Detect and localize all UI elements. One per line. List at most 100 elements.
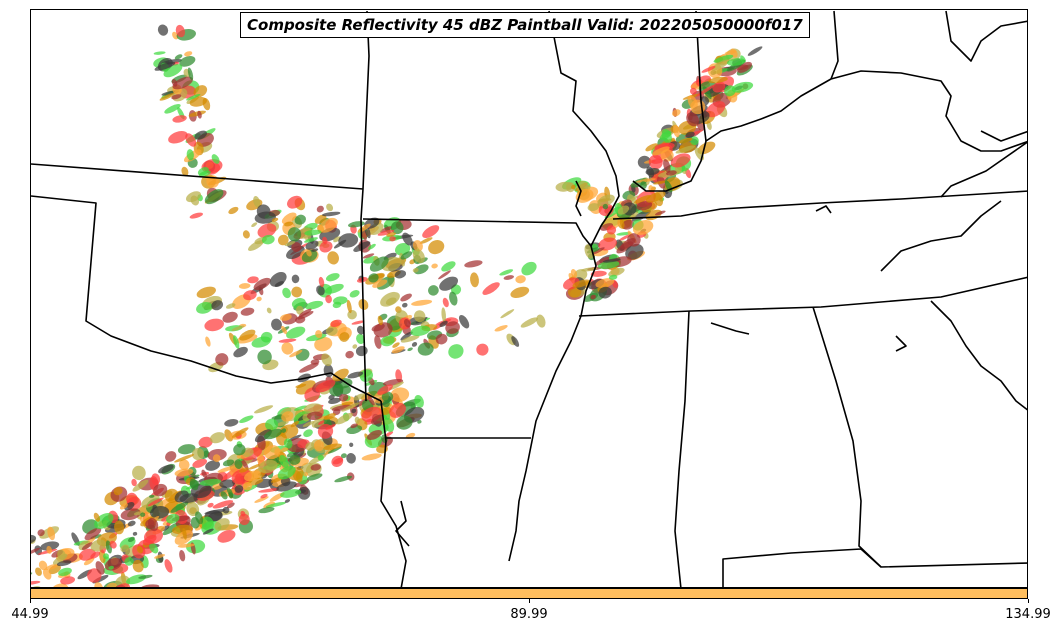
reflectivity-cell bbox=[431, 263, 438, 269]
reflectivity-cell bbox=[120, 544, 129, 553]
reflectivity-cell bbox=[511, 336, 520, 347]
reflectivity-cell bbox=[271, 217, 279, 222]
reflectivity-cell bbox=[670, 153, 691, 168]
reflectivity-cell bbox=[536, 314, 546, 328]
ms-al-border bbox=[674, 310, 690, 587]
reflectivity-cell bbox=[659, 130, 672, 141]
reflectivity-cell bbox=[330, 319, 342, 328]
reflectivity-cell bbox=[362, 253, 375, 259]
reflectivity-cell bbox=[632, 220, 654, 235]
reflectivity-cell bbox=[154, 554, 166, 559]
reflectivity-cell bbox=[290, 420, 300, 428]
reflectivity-cell bbox=[325, 294, 332, 304]
reflectivity-cell bbox=[195, 511, 204, 525]
reflectivity-cell bbox=[276, 481, 297, 492]
reflectivity-cell bbox=[372, 279, 388, 288]
reflectivity-cell bbox=[380, 335, 395, 347]
reflectivity-cell bbox=[377, 315, 383, 326]
reflectivity-cell bbox=[261, 234, 275, 245]
reflectivity-cell bbox=[159, 92, 176, 101]
reflectivity-cell bbox=[281, 342, 294, 355]
reflectivity-cell bbox=[645, 167, 660, 176]
reflectivity-cell bbox=[310, 464, 321, 471]
reflectivity-cell bbox=[448, 344, 464, 359]
ky-wv-border bbox=[980, 130, 1027, 142]
reflectivity-cell bbox=[713, 54, 734, 63]
reflectivity-cell bbox=[435, 333, 448, 345]
reflectivity-cell bbox=[164, 104, 181, 114]
reflectivity-cell bbox=[131, 478, 137, 487]
reflectivity-cell bbox=[411, 341, 418, 347]
reflectivity-cell bbox=[598, 286, 612, 299]
reflectivity-cell bbox=[124, 557, 134, 566]
reflectivity-cell bbox=[253, 277, 271, 291]
reflectivity-cell bbox=[313, 439, 325, 452]
reflectivity-cell bbox=[103, 553, 109, 560]
reflectivity-cell bbox=[645, 191, 666, 203]
ohio-river bbox=[632, 70, 1027, 192]
reflectivity-cell bbox=[737, 61, 752, 73]
reflectivity-cell bbox=[233, 443, 246, 456]
reflectivity-cell bbox=[503, 275, 515, 280]
reflectivity-cell bbox=[95, 561, 105, 575]
reflectivity-cell bbox=[147, 497, 164, 507]
reflectivity-cell bbox=[394, 270, 407, 279]
reflectivity-cell bbox=[368, 273, 379, 283]
reflectivity-cell bbox=[87, 568, 102, 583]
reflectivity-cell bbox=[321, 211, 341, 217]
reflectivity-cell bbox=[678, 137, 693, 144]
reflectivity-cell bbox=[597, 260, 620, 270]
reflectivity-cell bbox=[412, 240, 423, 252]
reflectivity-cell bbox=[171, 78, 178, 87]
reflectivity-cell bbox=[625, 243, 644, 260]
reflectivity-cell bbox=[287, 195, 303, 209]
reflectivity-cell bbox=[199, 170, 211, 177]
reflectivity-cell bbox=[419, 237, 433, 244]
reflectivity-cell bbox=[278, 338, 297, 343]
reflectivity-cell bbox=[571, 184, 576, 190]
reflectivity-cell bbox=[171, 94, 182, 100]
reflectivity-cell bbox=[515, 275, 526, 284]
reflectivity-cell bbox=[258, 459, 278, 474]
reflectivity-cell bbox=[675, 145, 696, 154]
reflectivity-cell bbox=[181, 166, 189, 177]
tn-south-border bbox=[578, 276, 1027, 317]
reflectivity-cell bbox=[352, 344, 358, 349]
reflectivity-cell bbox=[57, 549, 66, 560]
reflectivity-cell bbox=[281, 325, 288, 335]
reflectivity-cell bbox=[56, 560, 72, 567]
reflectivity-cell bbox=[521, 261, 537, 276]
reflectivity-cell bbox=[321, 353, 332, 367]
reflectivity-cell bbox=[286, 326, 306, 339]
reflectivity-cell bbox=[317, 454, 324, 461]
reflectivity-cell bbox=[258, 488, 280, 493]
reflectivity-cell bbox=[264, 445, 281, 460]
reflectivity-cell bbox=[209, 432, 225, 444]
reflectivity-cell bbox=[306, 473, 323, 481]
reflectivity-cell bbox=[383, 417, 395, 433]
reflectivity-cell bbox=[238, 513, 250, 526]
reflectivity-cell bbox=[281, 428, 287, 433]
reflectivity-cell bbox=[277, 234, 289, 246]
reflectivity-cell bbox=[243, 290, 257, 301]
reflectivity-cell bbox=[187, 67, 194, 81]
reflectivity-cell bbox=[616, 232, 631, 236]
reflectivity-cell bbox=[251, 336, 271, 348]
reflectivity-cell bbox=[90, 539, 107, 552]
reflectivity-cell bbox=[219, 479, 235, 488]
reflectivity-cell bbox=[168, 131, 188, 144]
reflectivity-cell bbox=[391, 346, 405, 354]
reflectivity-cell bbox=[120, 508, 141, 521]
il-in-border bbox=[695, 10, 707, 142]
reflectivity-cell bbox=[356, 333, 365, 345]
reflectivity-cell bbox=[422, 225, 440, 239]
reflectivity-cell bbox=[265, 502, 286, 508]
reflectivity-cell bbox=[287, 227, 302, 242]
reflectivity-cell bbox=[211, 300, 224, 311]
reflectivity-cell bbox=[388, 381, 404, 390]
map-title: Composite Reflectivity 45 dBZ Paintball … bbox=[240, 12, 810, 38]
reflectivity-cell bbox=[318, 276, 325, 288]
reflectivity-cell bbox=[651, 158, 663, 164]
reflectivity-cell bbox=[31, 547, 40, 555]
reflectivity-cell bbox=[438, 270, 451, 280]
